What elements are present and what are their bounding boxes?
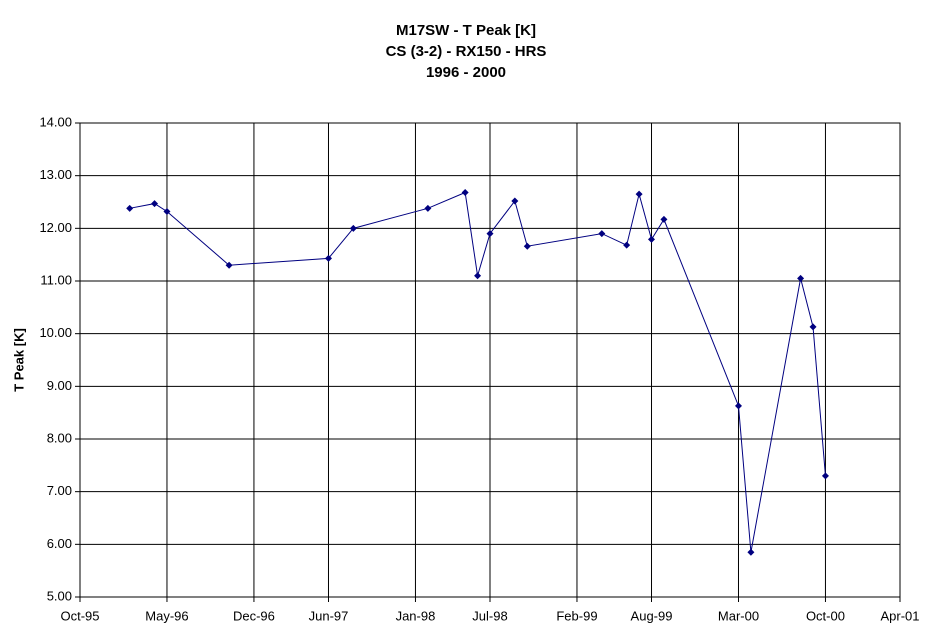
y-axis-label: T Peak [K]	[11, 328, 26, 392]
data-point	[648, 235, 656, 243]
chart-title: M17SW - T Peak [K]	[396, 22, 536, 39]
x-tick-label: Jun-97	[309, 608, 349, 623]
data-point	[623, 241, 631, 249]
y-tick-label: 8.00	[47, 430, 72, 445]
y-tick-label: 10.00	[39, 325, 72, 340]
data-point	[349, 224, 357, 232]
y-tick-label: 12.00	[39, 220, 72, 235]
y-tick-label: 11.00	[40, 272, 72, 287]
data-point	[126, 204, 134, 212]
data-point	[821, 472, 829, 480]
data-point	[486, 230, 494, 238]
data-point	[424, 204, 432, 212]
y-tick-label: 9.00	[47, 378, 72, 393]
y-tick-label: 6.00	[47, 536, 72, 551]
data-point	[635, 190, 643, 198]
y-tick-label: 13.00	[39, 167, 72, 182]
x-tick-label: Oct-00	[806, 608, 845, 623]
x-tick-label: Aug-99	[631, 608, 673, 623]
data-point	[660, 215, 668, 223]
y-tick-label: 14.00	[39, 114, 72, 129]
x-tick-label: Oct-95	[60, 608, 99, 623]
data-point	[734, 402, 742, 410]
data-point	[523, 242, 531, 250]
x-tick-label: Feb-99	[556, 608, 597, 623]
x-tick-label: Jul-98	[472, 608, 507, 623]
data-point	[598, 230, 606, 238]
x-tick-label: Dec-96	[233, 608, 275, 623]
data-point	[797, 274, 805, 282]
data-point	[225, 261, 233, 269]
y-tick-label: 7.00	[47, 483, 72, 498]
chart-title: CS (3-2) - RX150 - HRS	[386, 43, 547, 60]
data-point	[461, 189, 469, 197]
x-tick-label: Apr-01	[880, 608, 919, 623]
x-tick-label: Jan-98	[396, 608, 436, 623]
data-point	[324, 254, 332, 262]
data-point	[474, 272, 482, 280]
chart-title: 1996 - 2000	[426, 64, 506, 81]
x-tick-label: May-96	[145, 608, 188, 623]
data-point	[163, 207, 171, 215]
data-point	[511, 197, 519, 205]
data-point	[747, 548, 755, 556]
y-tick-label: 5.00	[47, 588, 72, 603]
x-tick-label: Mar-00	[718, 608, 759, 623]
data-point	[151, 200, 159, 208]
data-line	[129, 191, 826, 553]
data-point	[809, 323, 817, 331]
